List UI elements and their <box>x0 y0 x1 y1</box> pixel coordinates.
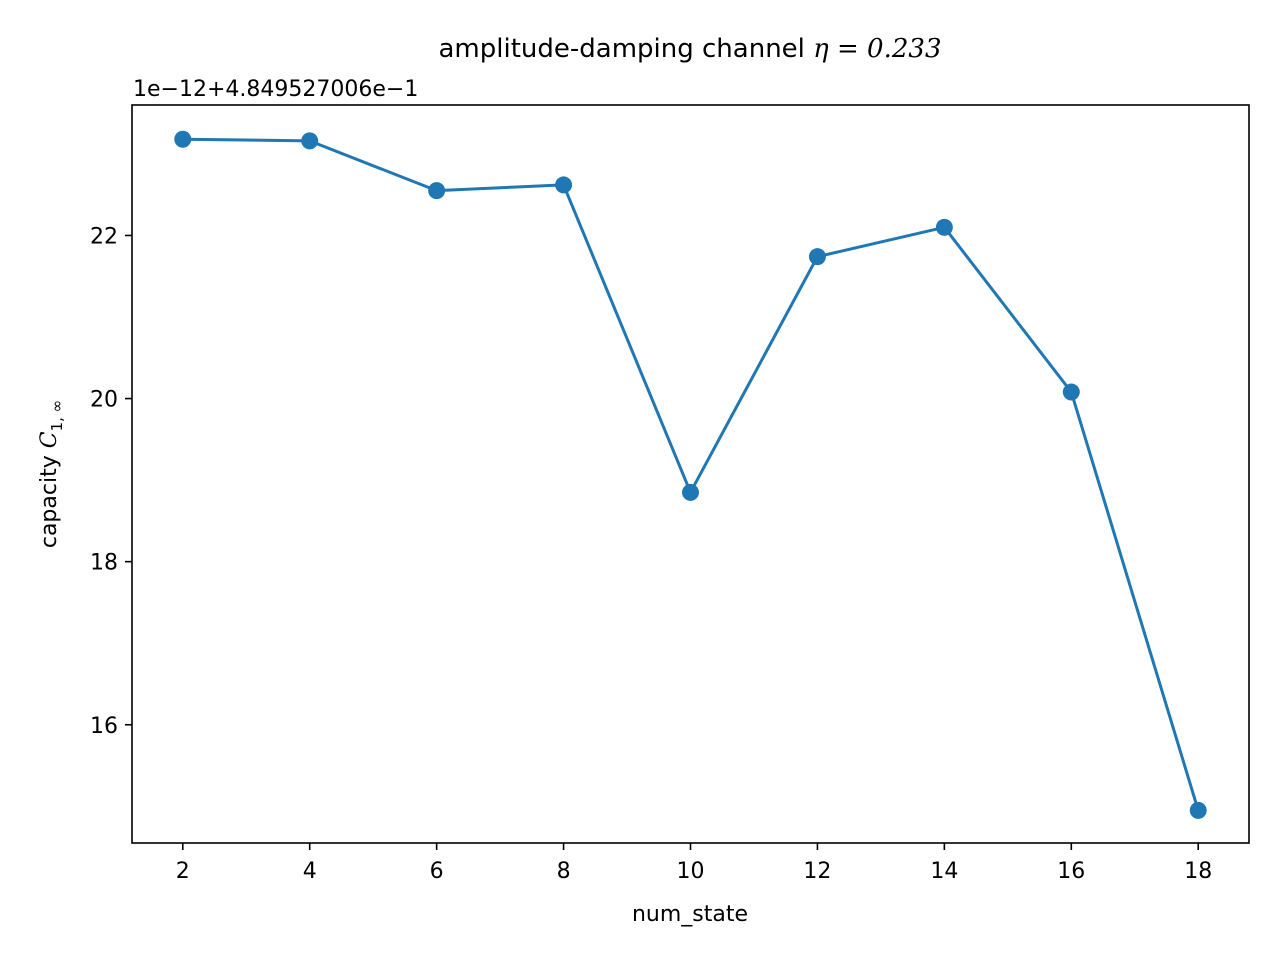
data-point-0 <box>174 130 192 148</box>
x-tick-label: 18 <box>1184 859 1212 884</box>
data-point-6 <box>935 218 953 236</box>
x-tick-label: 4 <box>303 859 317 884</box>
x-tick-label: 8 <box>557 859 571 884</box>
y-tick-label: 18 <box>90 551 118 576</box>
x-axis-label: num_state <box>632 902 748 927</box>
chart-title-math: η = 0.233 <box>813 34 941 64</box>
y-axis-label-subscript: 1, ∞ <box>48 400 66 432</box>
y-axis-label-text: capacity <box>37 455 62 548</box>
chart-title-text: amplitude-damping channel <box>439 34 805 64</box>
data-point-5 <box>808 248 826 266</box>
x-tick-label: 6 <box>430 859 444 884</box>
chart-title: amplitude-damping channel η = 0.233 <box>439 34 942 64</box>
data-point-4 <box>682 483 699 501</box>
y-axis-label: capacity C1, ∞ <box>37 400 66 548</box>
y-tick-label: 22 <box>90 224 118 249</box>
y-tick-label: 20 <box>90 388 118 413</box>
x-tick-label: 16 <box>1057 859 1085 884</box>
data-point-1 <box>301 132 319 150</box>
x-tick-label: 14 <box>930 859 958 884</box>
data-point-7 <box>1062 383 1080 401</box>
plot-area <box>174 130 1207 819</box>
x-tick-label: 12 <box>803 859 831 884</box>
x-tick-label: 2 <box>176 859 190 884</box>
y-axis: 16 18 20 22 <box>90 224 132 739</box>
data-point-2 <box>428 182 446 200</box>
data-point-3 <box>555 176 573 194</box>
data-point-8 <box>1189 801 1207 819</box>
x-tick-label: 10 <box>677 859 705 884</box>
y-axis-label-math: C <box>37 431 62 448</box>
y-tick-label: 16 <box>90 714 118 739</box>
x-axis: 2 4 6 8 10 12 14 16 18 <box>176 843 1212 884</box>
y-axis-offset-label: 1e−12+4.849527006e−1 <box>133 77 418 102</box>
